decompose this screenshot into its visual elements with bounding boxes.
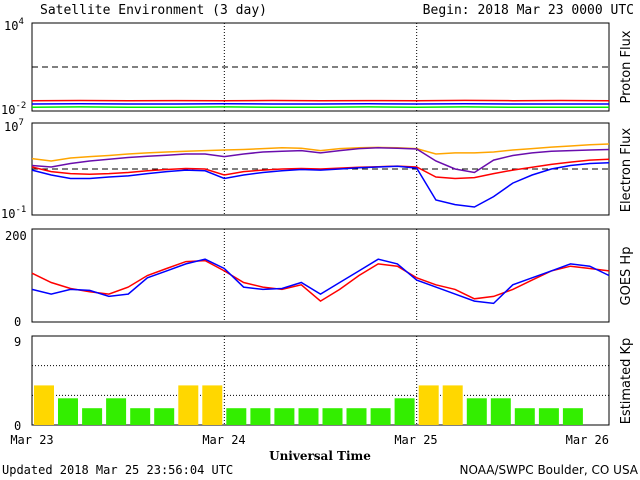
kp-bar (538, 408, 559, 425)
kp-bar (370, 408, 391, 425)
kp-bar (178, 385, 199, 425)
x-label-mar26: Mar 26 (566, 433, 609, 447)
kp-bar (202, 385, 223, 425)
begin-time: Begin: 2018 Mar 23 0000 UTC (423, 3, 634, 18)
kp-bar (250, 408, 271, 425)
kp-bar (154, 408, 175, 425)
kp-bar (58, 398, 78, 425)
chart-title: Satellite Environment (3 day) (40, 3, 267, 18)
kp-bar (322, 408, 343, 425)
estimated-kp-label: Estimated Kp (619, 338, 634, 425)
proton-ytick-bottom: 10-2 (1, 101, 26, 117)
electron-orange-series (31, 143, 610, 162)
goes-hp-label: GOES Hp (619, 247, 634, 306)
proton-ytick-top: 104 (4, 17, 24, 33)
electron-red-series (31, 158, 610, 180)
kp-bar (490, 398, 511, 425)
kp-bar (442, 385, 463, 425)
x-axis-title: Universal Time (269, 449, 371, 463)
electron-ytick-bottom: 10-1 (1, 205, 26, 221)
kp-ytick-top: 9 (14, 335, 21, 349)
kp-bar (226, 408, 247, 425)
plot-layer (31, 23, 610, 425)
x-label-mar25: Mar 25 (394, 433, 437, 447)
electron-flux-label: Electron Flux (619, 127, 634, 212)
proton-flux-label: Proton Flux (619, 30, 634, 103)
noaa-credit: NOAA/SWPC Boulder, CO USA (460, 463, 639, 477)
x-label-mar24: Mar 24 (202, 433, 245, 447)
kp-bar (394, 398, 415, 425)
kp-bar (106, 398, 127, 425)
goes-hp-panel-frame (31, 228, 610, 323)
kp-bar (346, 408, 367, 425)
electron-ytick-top: 107 (4, 118, 24, 134)
kp-ytick-bottom: 0 (14, 419, 21, 433)
goes_hp-red-series (31, 259, 610, 303)
kp-bar (130, 408, 151, 425)
goes-ytick-bottom: 0 (14, 315, 21, 329)
kp-bar (34, 385, 54, 425)
kp-bar (514, 408, 535, 425)
goes-ytick-top: 200 (5, 229, 27, 243)
x-label-mar23: Mar 23 (10, 433, 53, 447)
kp-bar (274, 408, 295, 425)
kp-bar (562, 408, 583, 425)
goes_hp-blue-series (31, 258, 610, 305)
kp-bar (466, 398, 487, 425)
updated-timestamp: Updated 2018 Mar 25 23:56:04 UTC (2, 463, 233, 477)
electron-blue-series (31, 161, 610, 208)
electron-purple-series (31, 147, 610, 174)
kp-bar (82, 408, 103, 425)
kp-bar (298, 408, 319, 425)
kp-bar (418, 385, 439, 425)
